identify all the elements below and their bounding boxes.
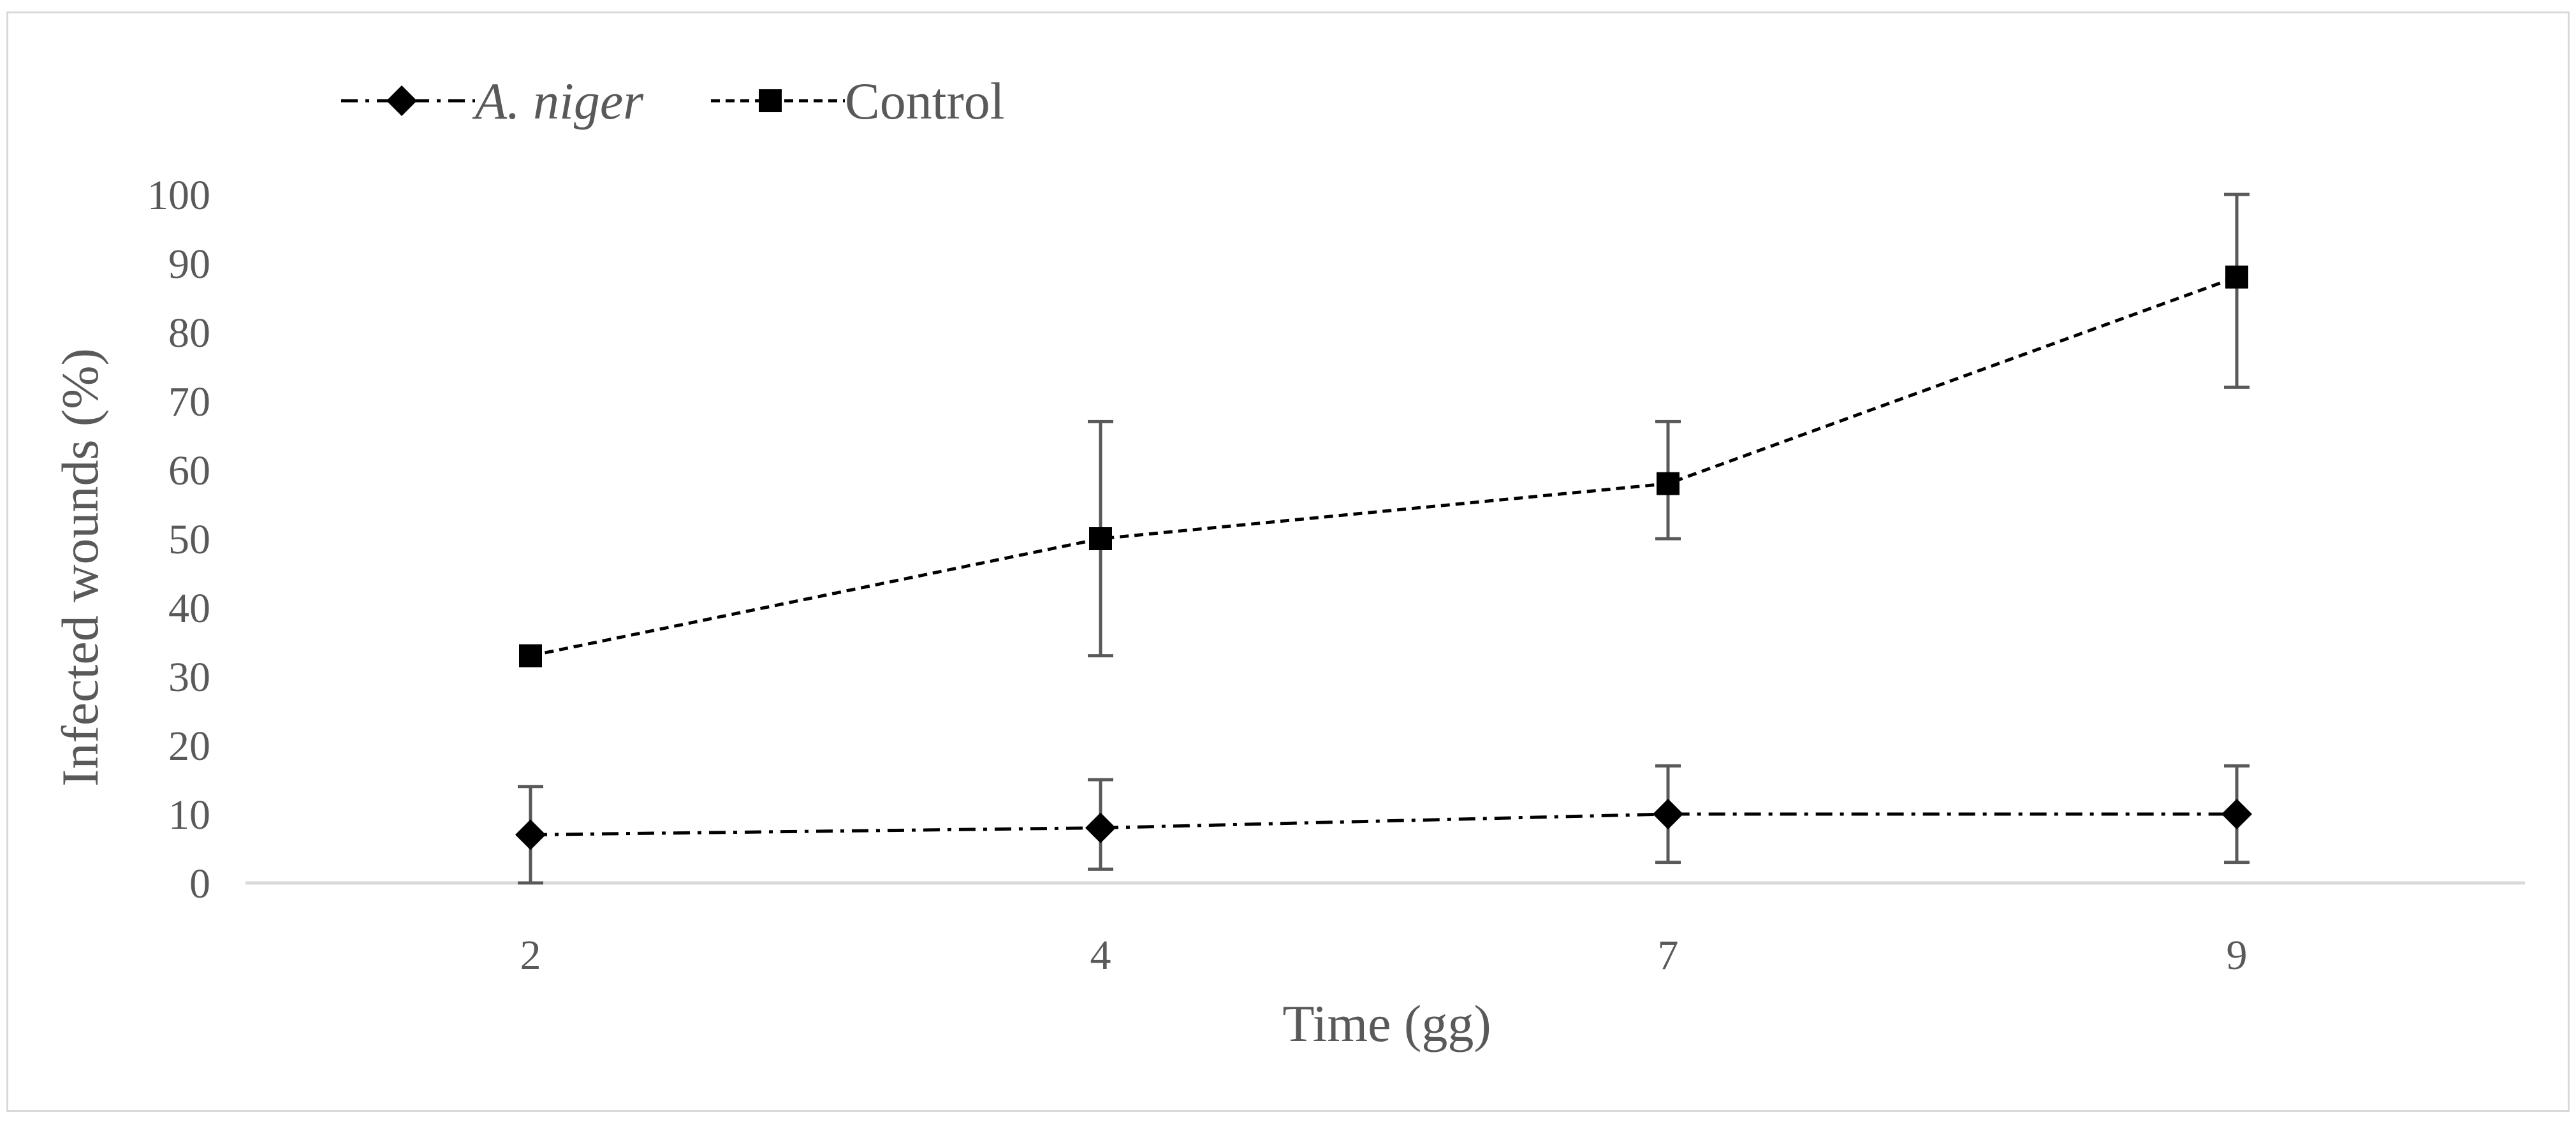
y-tick-label: 30 [168, 654, 210, 701]
x-axis-ticks: 2 4 7 9 [520, 932, 2248, 979]
x-tick-label: 4 [1090, 932, 1111, 979]
y-axis-ticks: 0 10 20 30 40 50 60 70 80 90 100 [147, 172, 210, 907]
series-line [530, 812, 2237, 836]
y-tick-label: 50 [168, 516, 210, 563]
y-tick-label: 90 [168, 241, 210, 288]
y-axis-title: Infected wounds (%) [51, 348, 109, 787]
data-point [2221, 799, 2252, 829]
y-tick-label: 20 [168, 723, 210, 769]
chart-frame [6, 11, 2570, 1112]
data-point [515, 819, 546, 850]
series-layer [515, 193, 2252, 885]
data-point [519, 644, 542, 667]
data-point [1657, 472, 1680, 495]
y-tick-label: 60 [168, 448, 210, 494]
legend-label: Control [845, 72, 1005, 130]
y-tick-label: 70 [168, 379, 210, 425]
x-axis-title: Time (gg) [1282, 994, 1491, 1053]
y-tick-label: 40 [168, 585, 210, 632]
legend-label: A. niger [472, 72, 644, 130]
series-line [530, 275, 2237, 658]
y-tick-label: 80 [168, 310, 210, 356]
legend: A. niger Control [341, 72, 1005, 130]
y-tick-label: 0 [189, 861, 210, 907]
x-tick-label: 7 [1658, 932, 1679, 979]
y-tick-label: 100 [147, 172, 210, 219]
data-point [1653, 799, 1683, 829]
y-tick-label: 10 [168, 792, 210, 838]
series-control [519, 193, 2250, 667]
x-tick-label: 2 [520, 932, 541, 979]
legend-marker [759, 89, 782, 112]
data-point [1085, 812, 1116, 843]
data-point [1089, 527, 1112, 550]
x-tick-label: 9 [2227, 932, 2248, 979]
legend-marker [386, 85, 417, 116]
series-a-niger [515, 764, 2252, 885]
data-point [2225, 265, 2248, 289]
